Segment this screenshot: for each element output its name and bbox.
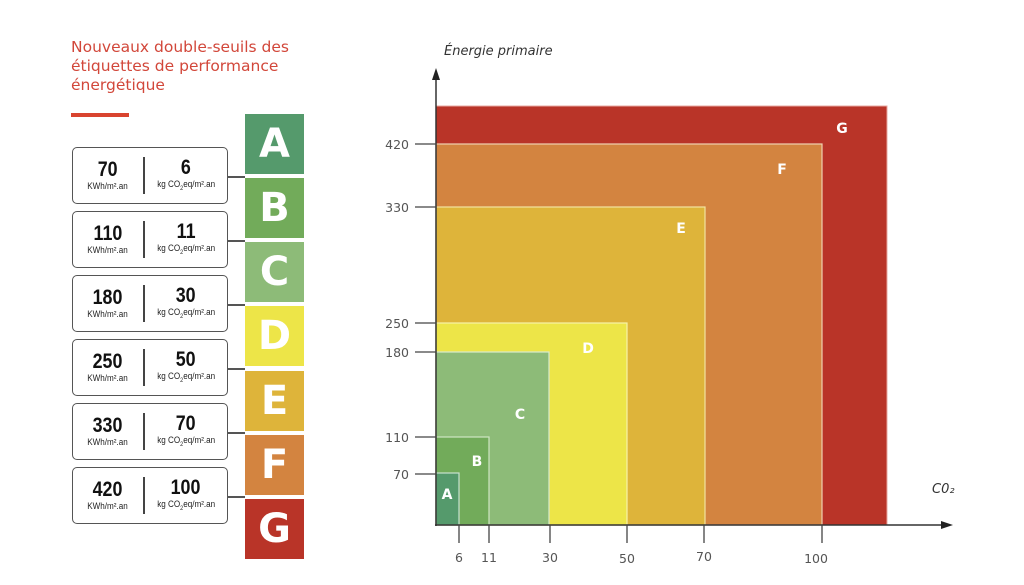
- label-c: C: [245, 242, 304, 302]
- co2-unit: kg CO2eq/m².an: [156, 242, 215, 256]
- connector-line: [228, 176, 245, 178]
- connector-line: [228, 432, 245, 434]
- co2-threshold: 11: [176, 219, 196, 243]
- threshold-box-f: 420 KWh/m².an 100 kg CO2eq/m².an: [72, 467, 228, 524]
- divider: [143, 221, 145, 258]
- label-f: F: [245, 435, 304, 495]
- divider: [143, 477, 145, 514]
- y-axis-title: Énergie primaire: [444, 43, 553, 59]
- divider: [143, 285, 145, 322]
- threshold-box-b: 110 KWh/m².an 11 kg CO2eq/m².an: [72, 211, 228, 268]
- divider: [143, 349, 145, 386]
- divider: [143, 157, 145, 194]
- zone-label-g: G: [836, 121, 848, 137]
- zone-label-a: A: [442, 487, 453, 503]
- y-tick-label: 110: [385, 430, 409, 445]
- co2-threshold: 6: [180, 155, 191, 179]
- threshold-box-a: 70 KWh/m².an 6 kg CO2eq/m².an: [72, 147, 228, 204]
- energy-unit: KWh/m².an: [87, 501, 129, 511]
- label-b: B: [245, 178, 304, 238]
- y-ticks: [415, 143, 436, 475]
- divider: [143, 413, 145, 450]
- co2-threshold: 30: [175, 283, 196, 307]
- y-tick-label: 420: [385, 137, 409, 152]
- x-tick-label: 6: [455, 550, 463, 565]
- energy-unit: KWh/m².an: [87, 181, 129, 191]
- y-tick-label: 330: [385, 200, 409, 215]
- connector-line: [228, 304, 245, 306]
- page-title: Nouveaux double-seuils des étiquettes de…: [71, 38, 289, 94]
- y-tick-label: 250: [385, 316, 409, 331]
- co2-unit: kg CO2eq/m².an: [156, 434, 215, 448]
- co2-unit: kg CO2eq/m².an: [156, 306, 215, 320]
- zone-label-d: D: [582, 341, 594, 357]
- energy-threshold: 70: [98, 158, 118, 181]
- energy-unit: KWh/m².an: [87, 437, 129, 447]
- energy-threshold: 330: [93, 414, 123, 437]
- energy-threshold: 180: [93, 286, 123, 309]
- co2-threshold: 100: [170, 475, 201, 499]
- co2-threshold: 50: [175, 347, 196, 371]
- x-axis-arrow-icon: [941, 521, 953, 529]
- co2-unit: kg CO2eq/m².an: [156, 498, 215, 512]
- label-a: A: [245, 114, 304, 174]
- title-underline: [71, 113, 129, 117]
- co2-threshold: 70: [175, 411, 196, 435]
- threshold-box-e: 330 KWh/m².an 70 kg CO2eq/m².an: [72, 403, 228, 460]
- energy-threshold: 420: [93, 478, 123, 501]
- y-tick-label: 180: [385, 345, 409, 360]
- x-tick-label: 100: [804, 551, 828, 566]
- label-e: E: [245, 371, 304, 431]
- energy-unit: KWh/m².an: [87, 309, 129, 319]
- zone-label-e: E: [676, 221, 686, 237]
- connector-line: [228, 368, 245, 370]
- energy-unit: KWh/m².an: [87, 373, 129, 383]
- y-tick-label: 70: [393, 467, 409, 482]
- zone-label-f: F: [777, 162, 787, 178]
- x-ticks: [458, 525, 823, 543]
- co2-unit: kg CO2eq/m².an: [156, 178, 215, 192]
- x-tick-label: 70: [696, 549, 712, 564]
- zone-label-b: B: [472, 454, 483, 470]
- y-axis-arrow-icon: [432, 68, 440, 80]
- connector-line: [228, 240, 245, 242]
- zone-label-c: C: [515, 407, 525, 423]
- threshold-box-c: 180 KWh/m².an 30 kg CO2eq/m².an: [72, 275, 228, 332]
- energy-threshold: 250: [93, 350, 123, 373]
- label-d: D: [245, 306, 304, 366]
- energy-threshold: 110: [93, 222, 123, 245]
- x-axis-title: C0₂: [932, 482, 955, 497]
- threshold-box-d: 250 KWh/m².an 50 kg CO2eq/m².an: [72, 339, 228, 396]
- x-tick-label: 50: [619, 551, 635, 566]
- connector-line: [228, 496, 245, 498]
- label-g: G: [245, 499, 304, 559]
- x-tick-label: 30: [542, 550, 558, 565]
- energy-unit: KWh/m².an: [87, 245, 129, 255]
- co2-unit: kg CO2eq/m².an: [156, 370, 215, 384]
- x-tick-label: 11: [481, 550, 497, 565]
